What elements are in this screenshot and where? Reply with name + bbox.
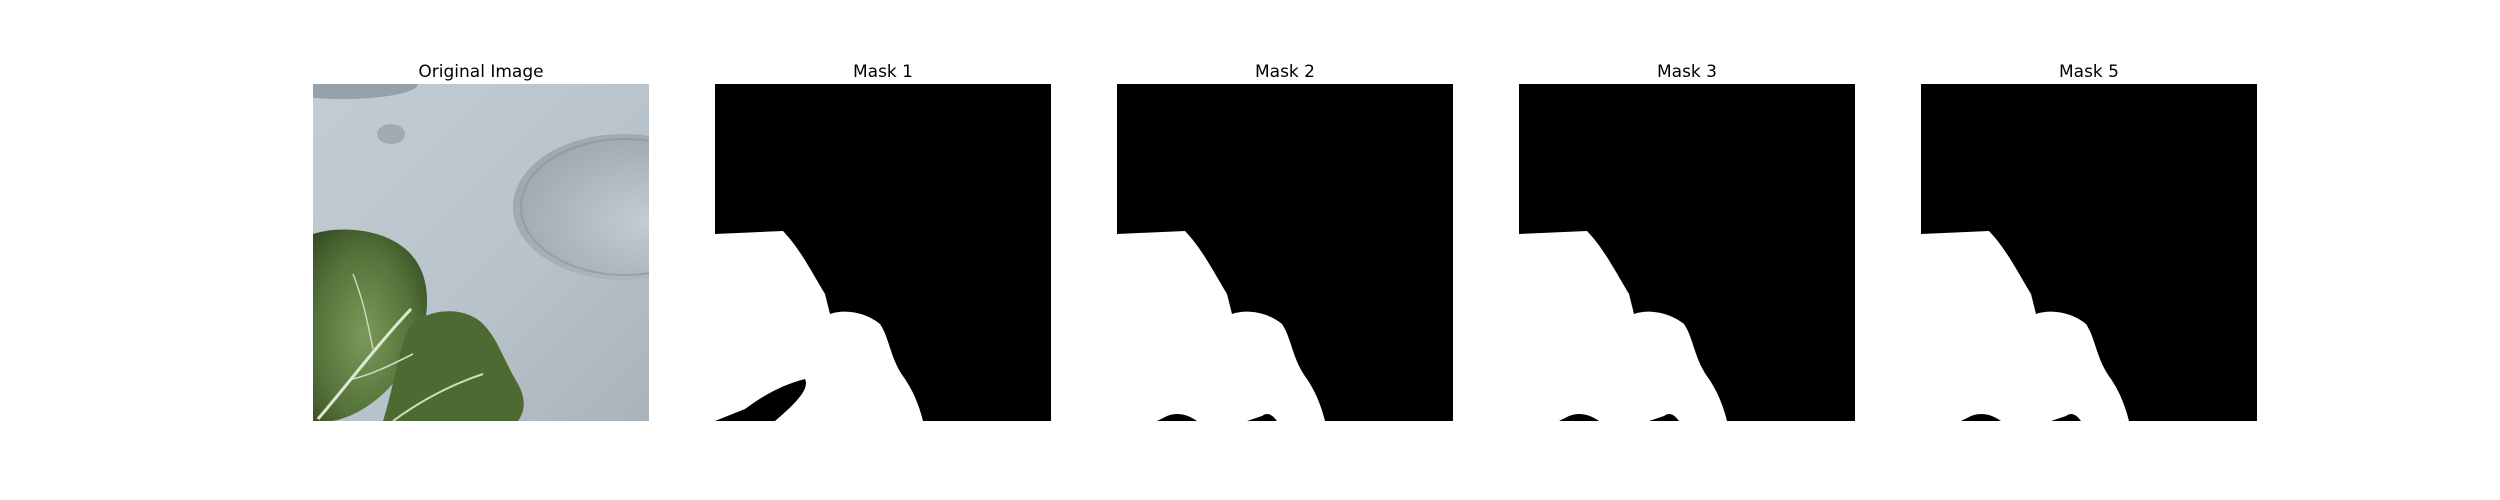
mask-5-image (1921, 84, 2257, 421)
mask-1-image (715, 84, 1051, 421)
panel-title-mask-5: Mask 5 (2058, 62, 2119, 82)
mask-3-image (1519, 84, 1855, 421)
original-image (313, 84, 649, 421)
panel-title-original-image: Original Image (418, 62, 544, 82)
mask-2-image (1117, 84, 1453, 421)
panel-title-mask-1: Mask 1 (852, 62, 913, 82)
panel-title-mask-3: Mask 3 (1656, 62, 1717, 82)
panel-title-mask-2: Mask 2 (1254, 62, 1315, 82)
